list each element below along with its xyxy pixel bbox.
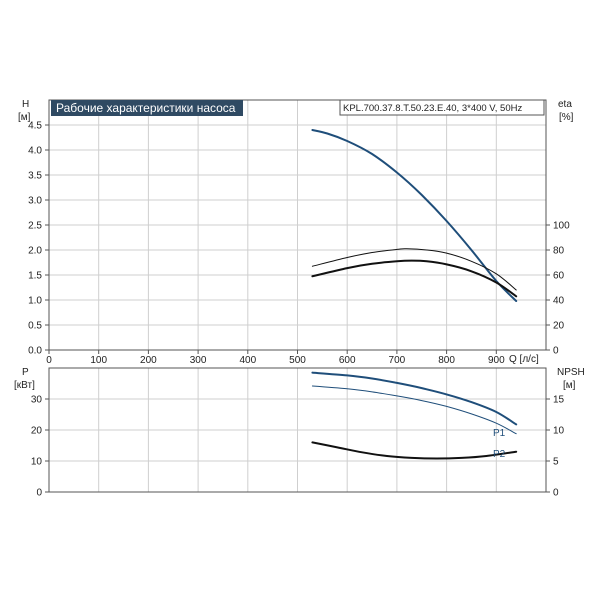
npsh-tick-label: 0	[553, 488, 559, 499]
q-axis-label: Q [л/с]	[509, 354, 539, 365]
lower-grid	[49, 368, 546, 492]
h-tick-label: 3.5	[28, 171, 42, 182]
p1-power-curve	[311, 371, 518, 426]
x-tick-label: 100	[90, 355, 107, 366]
npsh-curve	[311, 441, 518, 460]
h-tick-label: 1.5	[28, 271, 42, 282]
npsh-axis-unit: [м]	[563, 380, 576, 391]
upper-grid	[49, 100, 546, 350]
eta-tick-label: 0	[553, 346, 559, 357]
model-label: KPL.700.37.8.T.50.23.E.40, 3*400 V, 50Hz	[343, 103, 522, 114]
p-tick-label: 30	[31, 395, 43, 406]
eta-axis-unit: [%]	[559, 112, 574, 123]
x-tick-label: 500	[289, 355, 306, 366]
h-axis-label: H	[22, 99, 29, 110]
x-tick-label: 900	[488, 355, 505, 366]
x-tick-label: 700	[389, 355, 406, 366]
h-tick-label: 3.0	[28, 196, 42, 207]
title-background	[51, 100, 243, 116]
chart-title: Рабочие характеристики насоса	[56, 101, 236, 115]
efficiency-curve-1	[311, 248, 517, 291]
model-label-box	[339, 99, 545, 116]
eta-tick-label: 60	[553, 271, 565, 282]
p-tick-label: 10	[31, 457, 43, 468]
x-tick-label: 0	[46, 355, 52, 366]
x-tick-label: 800	[438, 355, 455, 366]
p-axis-label: P	[22, 367, 29, 378]
h-tick-label: 0.5	[28, 321, 42, 332]
eta-tick-label: 80	[553, 246, 565, 257]
eta-axis-label: eta	[558, 99, 572, 110]
h-axis-unit: [м]	[18, 112, 31, 123]
h-tick-label: 2.5	[28, 221, 42, 232]
p2-power-curve	[311, 385, 517, 435]
npsh-tick-label: 10	[553, 426, 565, 437]
p1-series-label: P1	[493, 428, 506, 439]
h-tick-label: 2.0	[28, 246, 42, 257]
x-tick-label: 400	[239, 355, 256, 366]
x-tick-label: 600	[339, 355, 356, 366]
efficiency-curve-2	[311, 259, 518, 298]
h-tick-label: 0.0	[28, 346, 42, 357]
x-tick-label: 300	[190, 355, 207, 366]
h-tick-label: 4.5	[28, 121, 42, 132]
eta-tick-label: 40	[553, 296, 565, 307]
upper-ticks: 0 100 200 300 400 500 600 700 800 9000.00.51.01.5…	[28, 121, 570, 367]
npsh-axis-label: NPSH	[557, 367, 585, 378]
head-curve	[311, 129, 518, 302]
p2-series-label: P2	[493, 449, 506, 460]
upper-series	[311, 129, 518, 302]
x-tick-label: 200	[140, 355, 157, 366]
h-tick-label: 4.0	[28, 146, 42, 157]
npsh-tick-label: 5	[553, 457, 559, 468]
npsh-tick-label: 15	[553, 395, 565, 406]
p-tick-label: 0	[36, 488, 42, 499]
lower-series	[311, 371, 518, 460]
eta-tick-label: 100	[553, 221, 570, 232]
lower-ticks: 0 10 20 30 0 5 10 15	[31, 395, 565, 499]
p-axis-unit: [кВт]	[14, 380, 35, 391]
eta-tick-label: 20	[553, 321, 565, 332]
h-tick-label: 1.0	[28, 296, 42, 307]
p-tick-label: 20	[31, 426, 43, 437]
